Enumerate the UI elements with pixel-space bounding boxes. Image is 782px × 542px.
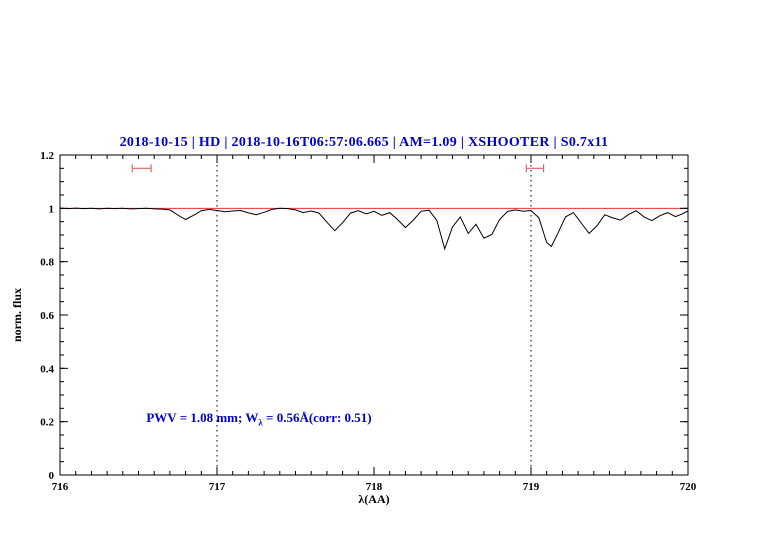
y-tick-label: 1.2 xyxy=(40,150,54,162)
x-tick-label: 717 xyxy=(209,481,226,493)
pwv-annotation: PWV = 1.08 mm; Wλ = 0.56Å(corr: 0.51) xyxy=(146,410,371,428)
x-tick-label: 720 xyxy=(680,481,697,493)
x-axis-label: λ(AA) xyxy=(358,492,390,506)
y-tick-label: 0.2 xyxy=(40,417,54,429)
y-tick-label: 0.8 xyxy=(40,257,54,269)
pwv-annotation-part2: = 0.56Å(corr: 0.51) xyxy=(262,409,372,425)
y-axis-label: norm. flux xyxy=(8,155,26,475)
y-tick-label: 0.4 xyxy=(40,363,54,375)
pwv-annotation-part1: PWV = 1.08 mm; W xyxy=(146,409,259,425)
y-tick-label: 0 xyxy=(49,470,55,482)
y-tick-label: 1 xyxy=(49,203,55,215)
plot-title: 2018-10-15 | HD | 2018-10-16T06:57:06.66… xyxy=(119,135,609,150)
y-tick-label: 0.6 xyxy=(40,310,54,322)
spectrum-line xyxy=(59,207,689,251)
x-tick-label: 716 xyxy=(52,481,69,493)
y-axis-label-text: norm. flux xyxy=(9,288,24,342)
x-tick-label: 718 xyxy=(366,481,383,493)
pwv-annotation-sub: λ xyxy=(258,417,263,428)
x-tick-label: 719 xyxy=(523,481,540,493)
